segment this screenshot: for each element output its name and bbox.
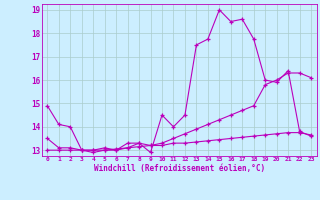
X-axis label: Windchill (Refroidissement éolien,°C): Windchill (Refroidissement éolien,°C) bbox=[94, 164, 265, 173]
